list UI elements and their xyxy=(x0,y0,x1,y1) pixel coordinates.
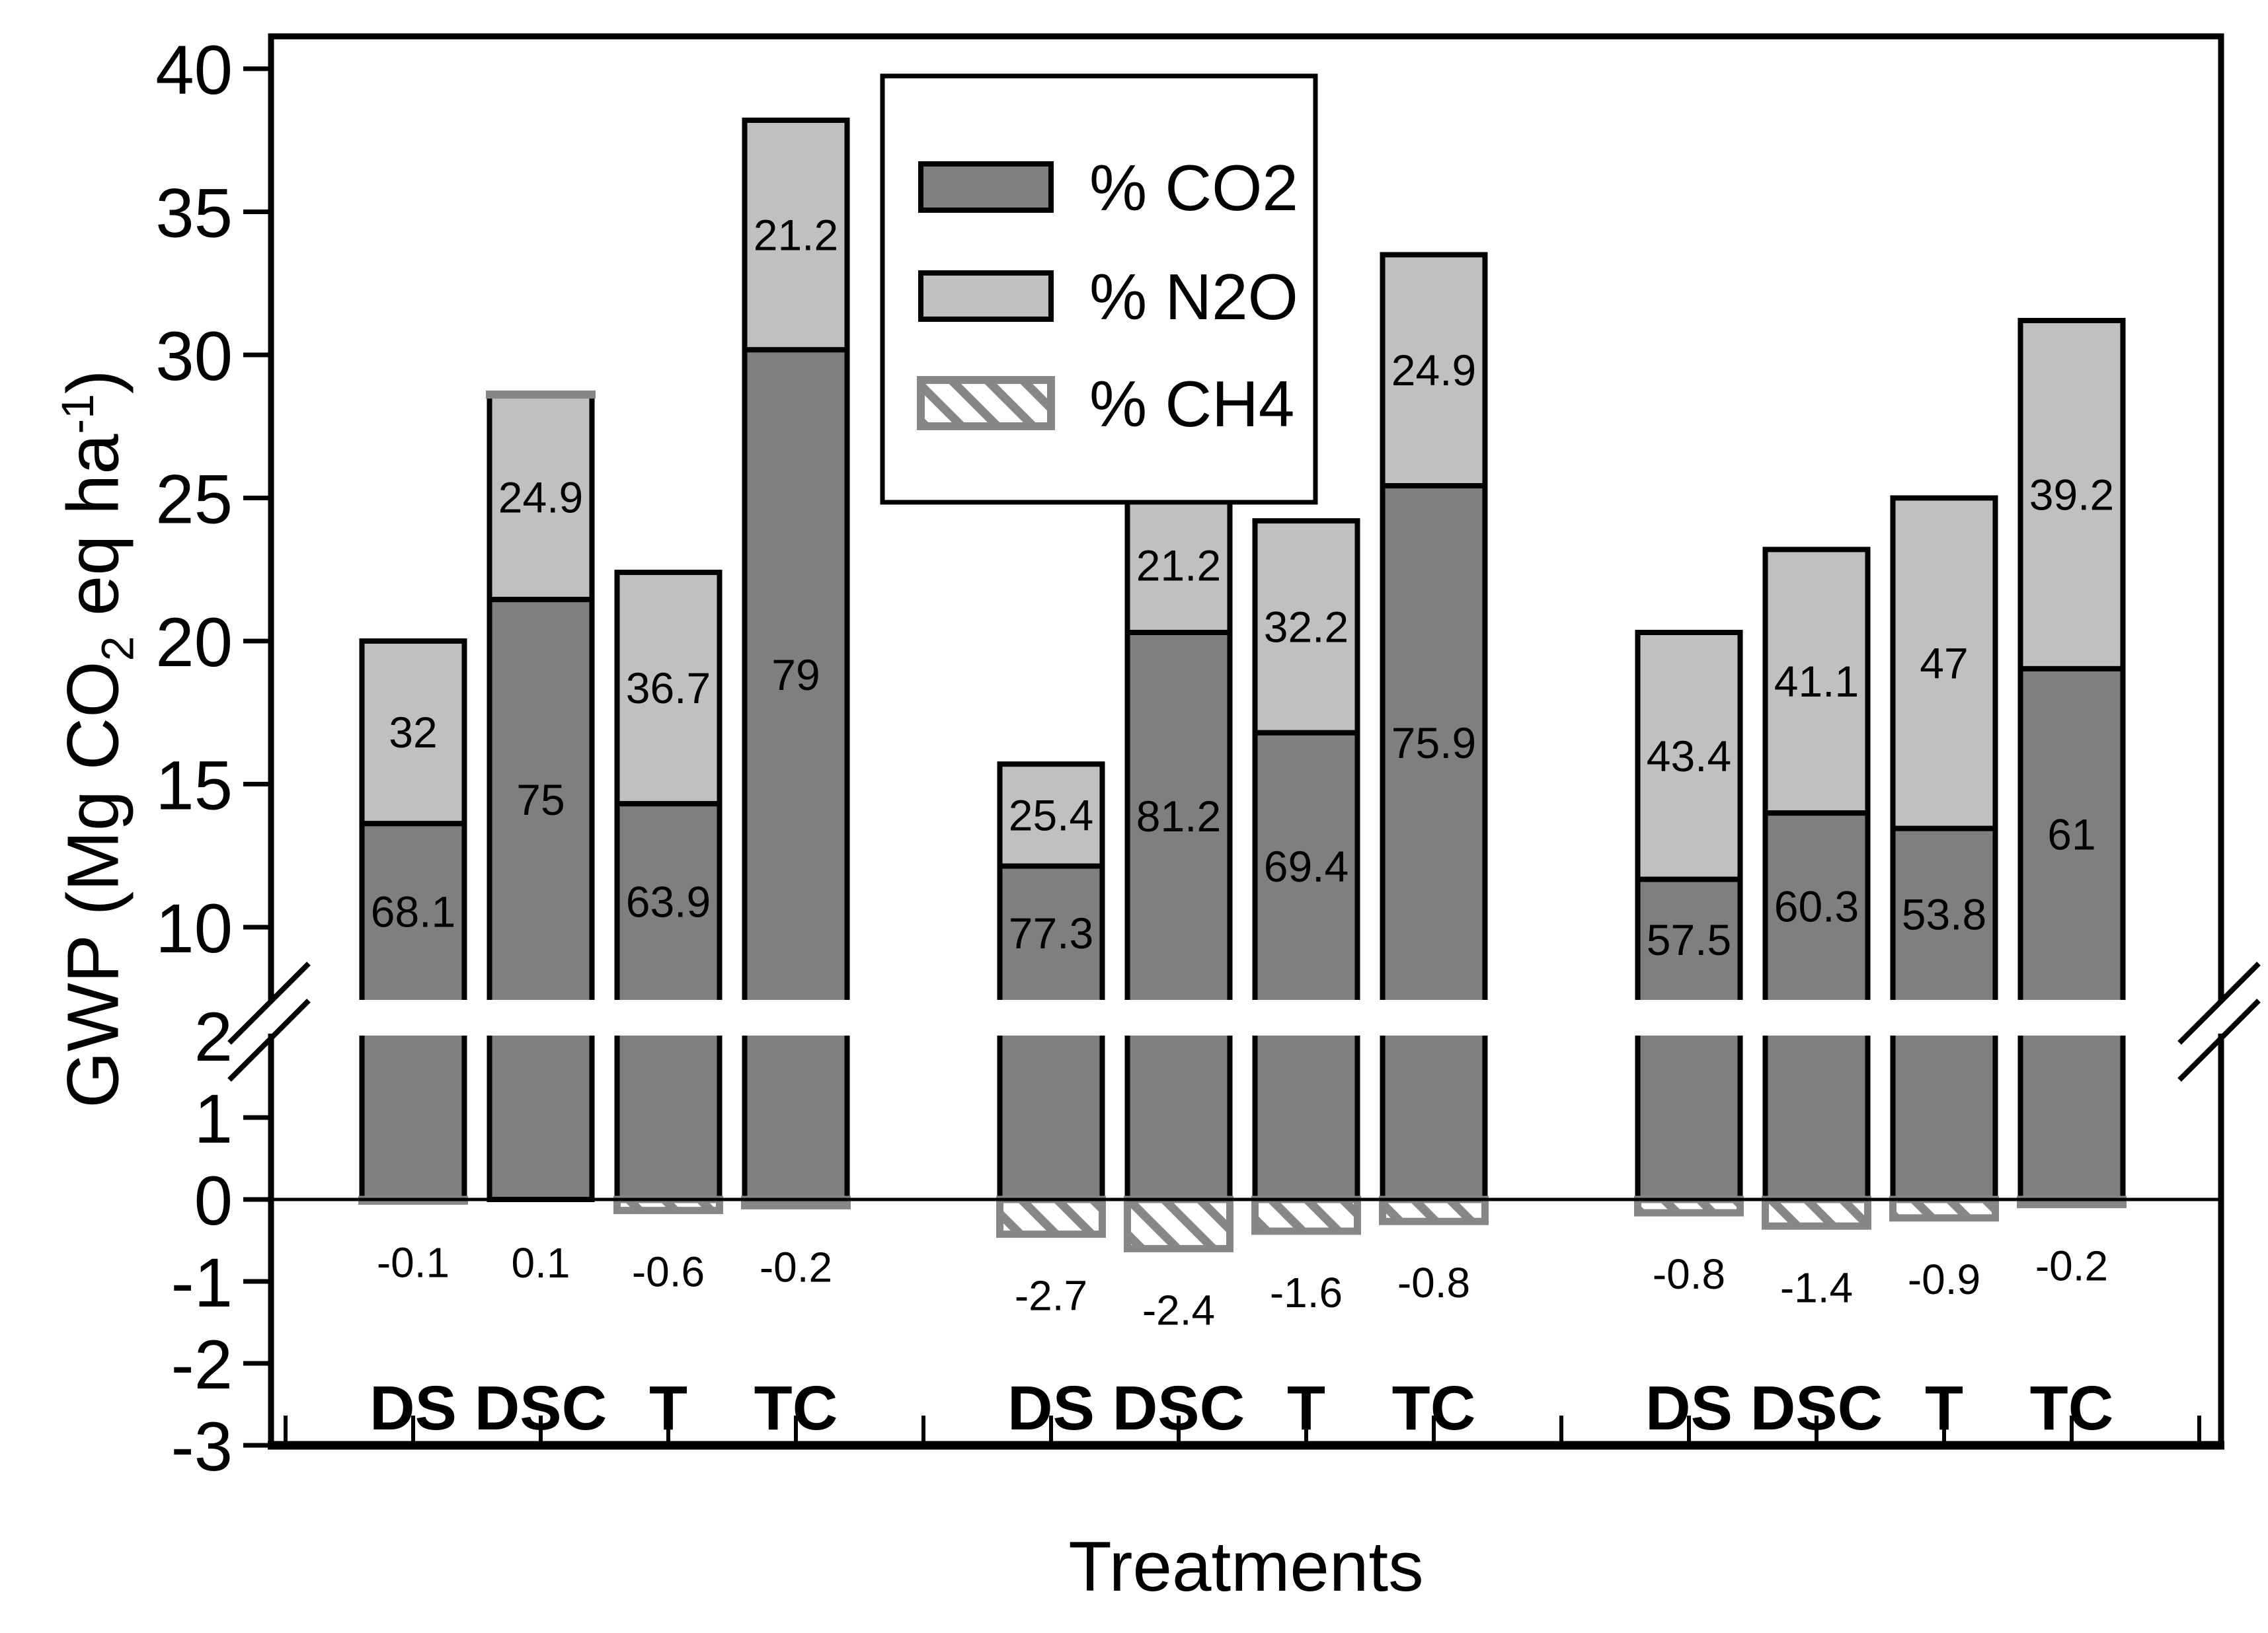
y-tick-label: 0 xyxy=(194,1162,233,1240)
y-tick-label: 35 xyxy=(155,175,233,252)
bar-label-co2: 81.2 xyxy=(1136,792,1221,841)
bar-segment-co2 xyxy=(487,597,595,1202)
bar-segment-ch4 xyxy=(1251,1196,1361,1235)
axis-break-gap-left xyxy=(266,1002,276,1034)
bar-label-n2o: 39.2 xyxy=(2029,470,2114,519)
bar-label-n2o: 36.7 xyxy=(626,664,711,712)
legend-swatch-co2 xyxy=(918,161,1054,213)
bar-label-n2o: 47 xyxy=(1920,639,1968,688)
bar-segment-co2 xyxy=(742,347,850,1202)
bar-label-ch4: -0.6 xyxy=(632,1248,705,1296)
legend-label: % CH4 xyxy=(1089,367,1294,440)
legend-swatch-ch4 xyxy=(917,376,1055,430)
y-tick-label: 2 xyxy=(194,999,233,1076)
bar-segment-ch4 xyxy=(486,390,596,399)
bar-label-co2: 57.5 xyxy=(1647,915,1731,964)
bar-label-co2: 69.4 xyxy=(1264,842,1349,891)
bar-label-co2: 75.9 xyxy=(1391,718,1476,767)
y-tick-label: 40 xyxy=(155,32,233,109)
bar-label-co2: 75 xyxy=(516,775,565,824)
axis-break-mark xyxy=(2177,999,2261,1082)
bar-label-ch4: 0.1 xyxy=(512,1239,570,1287)
bar-segment-ch4 xyxy=(1762,1196,1871,1230)
y-tick-label: 10 xyxy=(155,890,233,968)
bar-segment-co2 xyxy=(1124,630,1233,1202)
bar-label-n2o: 41.1 xyxy=(1774,657,1859,706)
y-tick-label: -3 xyxy=(171,1408,233,1486)
bar-segment-n2o xyxy=(1890,495,1998,831)
bar-label-ch4: -1.4 xyxy=(1780,1264,1853,1311)
axis-break-mark xyxy=(2177,962,2261,1045)
bar-segment-n2o xyxy=(1252,518,1360,736)
bar-label-co2: 77.3 xyxy=(1009,909,1093,958)
y-axis-title-superscript: -1 xyxy=(53,393,103,434)
bar-segment-ch4 xyxy=(1634,1196,1744,1217)
legend-label: % CO2 xyxy=(1089,151,1298,224)
y-tick-label: 1 xyxy=(194,1081,233,1158)
bar-segment-n2o xyxy=(997,761,1105,869)
bar-segment-ch4 xyxy=(996,1196,1106,1238)
bar-label-n2o: 32 xyxy=(389,708,437,757)
bar-label-ch4: -0.1 xyxy=(377,1238,450,1286)
bar-segment-n2o xyxy=(742,117,850,353)
y-tick-label: 20 xyxy=(155,604,233,681)
bar-label-ch4: -2.7 xyxy=(1015,1272,1087,1320)
bar-segment-n2o xyxy=(2017,318,2126,671)
y-axis-title: GWP (Mg CO2 eq ha-1) xyxy=(52,369,143,1108)
bar-label-n2o: 32.2 xyxy=(1264,602,1349,651)
bar-segment-n2o xyxy=(1635,630,1743,882)
bar-label-n2o: 43.4 xyxy=(1647,732,1731,780)
bar-segment-ch4 xyxy=(1379,1196,1489,1225)
axis-break-mark xyxy=(227,962,311,1045)
bar-label-ch4: -0.8 xyxy=(1653,1250,1725,1298)
axis-break-band xyxy=(275,1000,2217,1036)
y-tick-label: 25 xyxy=(155,461,233,539)
bar-label-co2: 61 xyxy=(2047,810,2095,858)
bar-label-n2o: 25.4 xyxy=(1009,790,1093,839)
bar-label-co2: 68.1 xyxy=(371,888,455,936)
y-tick-label: 15 xyxy=(155,747,233,825)
plot-area: -0.13268.1DS0.124.975DSC-0.636.763.9T-0.… xyxy=(155,32,2261,1486)
y-tick-label: -2 xyxy=(171,1326,233,1404)
bar-segment-co2 xyxy=(1252,730,1360,1202)
bar-label-ch4: -0.2 xyxy=(2035,1242,2108,1290)
bar-segment-co2 xyxy=(1635,876,1743,1203)
bar-segment-n2o xyxy=(1380,252,1488,489)
bar-label-ch4: -0.2 xyxy=(760,1243,832,1291)
y-tick-label: -1 xyxy=(171,1244,233,1322)
bar-label-co2: 53.8 xyxy=(1902,890,1986,938)
bar-segment-ch4 xyxy=(1889,1196,1999,1222)
y-axis-title-subscript: 2 xyxy=(93,636,143,662)
axis-break-mark xyxy=(227,999,311,1082)
bar-segment-co2 xyxy=(1380,483,1488,1202)
bar-label-co2: 60.3 xyxy=(1774,882,1859,931)
y-tick-label: 30 xyxy=(155,318,233,395)
legend-label: % N2O xyxy=(1089,260,1298,333)
bar-segment-ch4 xyxy=(1124,1196,1233,1252)
bar-label-ch4: -2.4 xyxy=(1142,1286,1215,1334)
x-axis-title: Treatments xyxy=(1068,1527,1424,1606)
bar-label-co2: 79 xyxy=(771,650,820,699)
bar-segment-n2o xyxy=(1762,547,1871,816)
axis-break-gap-right xyxy=(2216,1002,2226,1034)
bar-label-n2o: 24.9 xyxy=(1391,346,1476,395)
bar-label-n2o: 21.2 xyxy=(754,211,838,260)
bar-label-n2o: 21.2 xyxy=(1136,541,1221,589)
bar-segment-co2 xyxy=(2017,665,2126,1202)
bar-label-ch4: -1.6 xyxy=(1270,1269,1343,1316)
bar-label-ch4: -0.8 xyxy=(1397,1259,1470,1307)
bar-label-ch4: -0.9 xyxy=(1908,1256,1980,1303)
bar-label-n2o: 24.9 xyxy=(498,473,583,521)
bar-label-co2: 63.9 xyxy=(626,878,711,927)
legend-swatch-n2o xyxy=(918,270,1054,322)
